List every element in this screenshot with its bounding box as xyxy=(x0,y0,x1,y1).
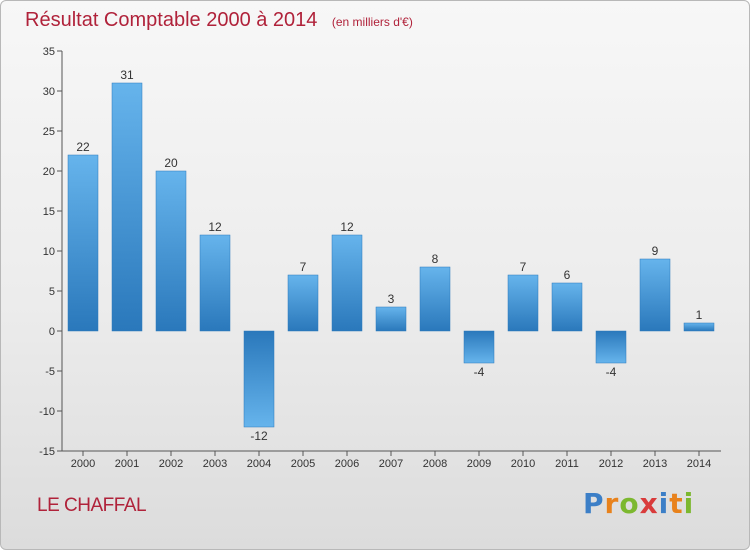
x-tick-label: 2009 xyxy=(467,458,491,470)
x-tick-label: 2001 xyxy=(115,458,139,470)
x-tick-label: 2003 xyxy=(203,458,227,470)
chart-subtitle: (en milliers d'€) xyxy=(332,15,413,29)
logo-letter: i xyxy=(683,487,695,520)
logo-letter: i xyxy=(658,487,670,520)
bar-value-label: 9 xyxy=(652,244,659,258)
bar-value-label: 8 xyxy=(432,252,439,266)
bar-value-label: -4 xyxy=(474,365,485,379)
bar-2003 xyxy=(199,234,231,332)
bar-2014 xyxy=(683,322,715,332)
bar-value-label: 31 xyxy=(120,68,134,82)
bar-value-label: 12 xyxy=(340,220,354,234)
x-tick-label: 2002 xyxy=(159,458,183,470)
logo-letter: t xyxy=(669,487,684,520)
logo-letter: r xyxy=(604,487,620,520)
x-tick-label: 2006 xyxy=(335,458,359,470)
y-tick-label: 0 xyxy=(49,326,55,338)
bar-2010 xyxy=(507,274,539,332)
y-tick-label: -10 xyxy=(39,406,55,418)
bar-value-label: 6 xyxy=(564,268,571,282)
proxiti-logo: Proxiti xyxy=(583,487,694,520)
y-tick-label: 25 xyxy=(43,126,55,138)
bar-2006 xyxy=(331,234,363,332)
chart-title: Résultat Comptable 2000 à 2014 xyxy=(25,9,317,31)
bars: 22 31 20 12 -12 7 12 3 8 -4 7 6 -4 9 1 xyxy=(67,68,715,443)
y-tick-label: 10 xyxy=(43,246,55,258)
bar-2008 xyxy=(419,266,451,332)
y-tick-label: 30 xyxy=(43,86,55,98)
y-tick-label: 35 xyxy=(43,46,55,58)
y-tick-label: -5 xyxy=(45,366,55,378)
bar-2012 xyxy=(595,330,627,364)
bar-2013 xyxy=(639,258,671,332)
bar-value-label: 7 xyxy=(520,260,527,274)
logo-letter: P xyxy=(583,487,605,520)
y-tick-label: 5 xyxy=(49,286,55,298)
axes: 35 30 25 20 15 10 5 0 -5 -10 -15 2000 2001 2002 2003 20… xyxy=(39,46,721,470)
bar-2009 xyxy=(463,330,495,364)
bar-value-label: -4 xyxy=(606,365,617,379)
x-tick-label: 2013 xyxy=(643,458,667,470)
x-tick-label: 2005 xyxy=(291,458,315,470)
commune-name: LE CHAFFAL xyxy=(37,495,147,516)
bar-value-label: -12 xyxy=(250,429,268,443)
x-tick-label: 2004 xyxy=(247,458,271,470)
x-tick-label: 2010 xyxy=(511,458,535,470)
y-tick-label: 20 xyxy=(43,166,55,178)
bar-2007 xyxy=(375,306,407,332)
bar-2004 xyxy=(243,330,275,428)
logo-letter: o xyxy=(619,487,640,520)
bar-value-label: 12 xyxy=(208,220,222,234)
bar-2000 xyxy=(67,154,99,332)
bar-value-label: 7 xyxy=(300,260,307,274)
x-tick-label: 2007 xyxy=(379,458,403,470)
x-tick-label: 2012 xyxy=(599,458,623,470)
bar-value-label: 20 xyxy=(164,156,178,170)
x-tick-label: 2008 xyxy=(423,458,447,470)
y-tick-label: -15 xyxy=(39,446,55,458)
chart-title-group: Résultat Comptable 2000 à 2014 (en milli… xyxy=(25,9,413,31)
bar-2005 xyxy=(287,274,319,332)
bar-value-label: 1 xyxy=(696,308,703,322)
x-tick-label: 2014 xyxy=(687,458,711,470)
logo-letter: x xyxy=(639,487,659,520)
bar-value-label: 22 xyxy=(76,140,90,154)
x-tick-label: 2011 xyxy=(555,458,579,470)
x-tick-label: 2000 xyxy=(71,458,95,470)
bar-2001 xyxy=(111,82,143,332)
bar-2002 xyxy=(155,170,187,332)
y-tick-label: 15 xyxy=(43,206,55,218)
bar-value-label: 3 xyxy=(388,292,395,306)
bar-2011 xyxy=(551,282,583,332)
